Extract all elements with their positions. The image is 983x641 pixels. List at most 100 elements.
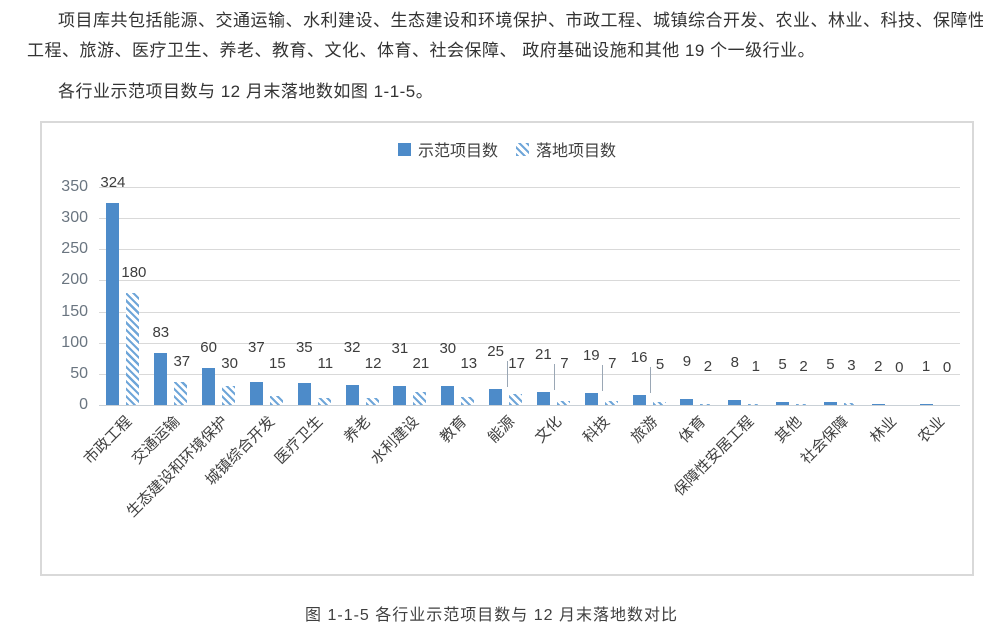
data-label-demonstration: 37	[248, 339, 265, 356]
legend-item-demonstration: 示范项目数	[397, 137, 498, 161]
data-label-demonstration: 8	[730, 354, 739, 371]
bar-landed	[509, 394, 523, 405]
data-label-demonstration: 9	[682, 353, 692, 371]
data-label-landed: 21	[412, 355, 430, 372]
x-axis-label-text: 文化	[532, 413, 566, 447]
solid-series-swatch-icon	[397, 142, 411, 156]
data-label-landed: 5	[655, 355, 665, 373]
bar-landed	[413, 391, 427, 405]
x-axis-label-text: 水利建设	[367, 413, 423, 468]
bar-demonstration	[680, 399, 694, 405]
data-label-landed: 37	[173, 353, 191, 370]
data-label-demonstration: 16	[630, 349, 648, 366]
bar-landed	[556, 400, 570, 405]
y-axis-tick-label: 0	[79, 396, 88, 413]
data-label-landed: 7	[608, 355, 617, 372]
bar-demonstration	[154, 353, 168, 405]
data-label-demonstration: 31	[391, 339, 409, 357]
data-label-demonstration: 25	[487, 343, 504, 361]
bar-demonstration	[441, 386, 455, 405]
x-axis-label-text: 市政工程	[80, 413, 136, 468]
data-label-landed: 11	[317, 355, 334, 372]
bar-demonstration	[776, 401, 790, 405]
x-axis-label-text: 社会保障	[798, 413, 853, 468]
chart-figure: 0 50 100 150 200 250 300 350 324 180 市政工程 83 37 交通运输 6…	[40, 121, 974, 576]
data-label-demonstration: 83	[152, 324, 170, 342]
bar-demonstration	[489, 389, 503, 405]
x-axis-label-text: 其他	[771, 413, 805, 447]
legend-item-landed: 落地项目数	[516, 137, 616, 161]
data-label-demonstration: 5	[778, 355, 787, 373]
x-axis-label-text: 体育	[675, 413, 710, 447]
hatched-series-swatch-icon	[516, 142, 529, 156]
chart-legend: 示范项目数 落地项目数	[42, 137, 972, 161]
bar-landed	[222, 386, 236, 405]
gridline-200	[99, 280, 960, 282]
data-label-landed: 17	[508, 355, 525, 372]
bar-landed	[126, 292, 140, 405]
x-axis-label-text: 能源	[484, 413, 518, 447]
data-label-demonstration: 32	[343, 339, 361, 357]
x-axis-label-text: 旅游	[627, 413, 662, 447]
x-axis-label-text: 科技	[580, 413, 614, 447]
bar-demonstration	[728, 400, 742, 405]
x-axis-label-text: 医疗卫生	[271, 413, 327, 468]
legend-label-landed: 落地项目数	[536, 143, 617, 160]
x-axis-label-text: 林业	[867, 413, 901, 447]
y-axis-tick-label: 350	[61, 178, 88, 195]
y-axis-tick-label: 150	[61, 302, 88, 320]
intro-line-2: 工程、旅游、医疗卫生、养老、教育、文化、体育、社会保障、 政府基础设施和其他 1…	[27, 41, 816, 60]
bar-landed	[174, 382, 188, 405]
gridline-300	[99, 218, 960, 220]
gridline-250	[99, 249, 960, 251]
data-label-demonstration: 30	[439, 340, 457, 358]
y-axis-tick-label: 250	[61, 240, 88, 258]
bar-landed	[269, 395, 283, 405]
legend-label-demonstration: 示范项目数	[417, 143, 498, 160]
label-leader-line	[506, 361, 508, 388]
data-label-demonstration: 324	[100, 174, 126, 192]
data-label-landed: 15	[269, 355, 286, 372]
data-label-landed: 7	[560, 355, 569, 372]
data-label-demonstration: 2	[874, 357, 883, 375]
data-label-landed: 12	[364, 355, 382, 372]
y-axis-tick-label: 50	[70, 364, 88, 382]
data-label-landed: 0	[942, 359, 952, 376]
data-label-landed: 13	[460, 355, 478, 372]
bar-landed	[796, 403, 810, 405]
bar-demonstration	[297, 383, 311, 405]
bar-demonstration	[823, 401, 837, 405]
bar-landed	[461, 396, 475, 405]
bar-landed	[748, 404, 762, 406]
data-label-landed: 30	[221, 355, 238, 372]
intro-line-1: 项目库共包括能源、交通运输、水利建设、生态建设和环境保护、市政工程、城镇综合开发…	[58, 11, 983, 30]
bar-demonstration	[632, 395, 646, 405]
gridline-0	[99, 405, 960, 406]
x-axis-label-text: 养老	[340, 413, 375, 447]
bar-landed	[604, 400, 618, 405]
x-axis-label-text: 教育	[436, 413, 470, 447]
bar-demonstration	[202, 367, 216, 405]
y-axis-tick-label: 100	[61, 333, 88, 351]
figure-caption: 图 1-1-5 各行业示范项目数与 12 月末落地数对比	[305, 607, 678, 624]
bar-demonstration	[393, 385, 407, 405]
bar-landed	[843, 403, 857, 405]
data-label-landed: 1	[751, 358, 760, 376]
data-label-landed: 180	[121, 263, 147, 281]
data-label-demonstration: 1	[921, 358, 931, 376]
bar-demonstration	[536, 391, 550, 405]
data-label-demonstration: 21	[535, 345, 552, 363]
bar-landed	[652, 401, 666, 405]
gridline-100	[99, 342, 960, 344]
bar-landed	[365, 397, 379, 405]
bar-demonstration	[106, 203, 120, 405]
bar-demonstration	[871, 403, 885, 405]
bar-demonstration	[249, 382, 263, 405]
bar-demonstration	[584, 393, 598, 405]
bar-demonstration	[345, 385, 359, 405]
plot-area: 0 50 100 150 200 250 300 350 324 180 市政工程 83 37 交通运输 6…	[42, 123, 972, 574]
data-label-landed: 2	[799, 357, 808, 375]
intro-line-3: 各行业示范项目数与 12 月末落地数如图 1-1-5。	[58, 82, 434, 101]
y-axis-tick-label: 300	[61, 209, 88, 227]
